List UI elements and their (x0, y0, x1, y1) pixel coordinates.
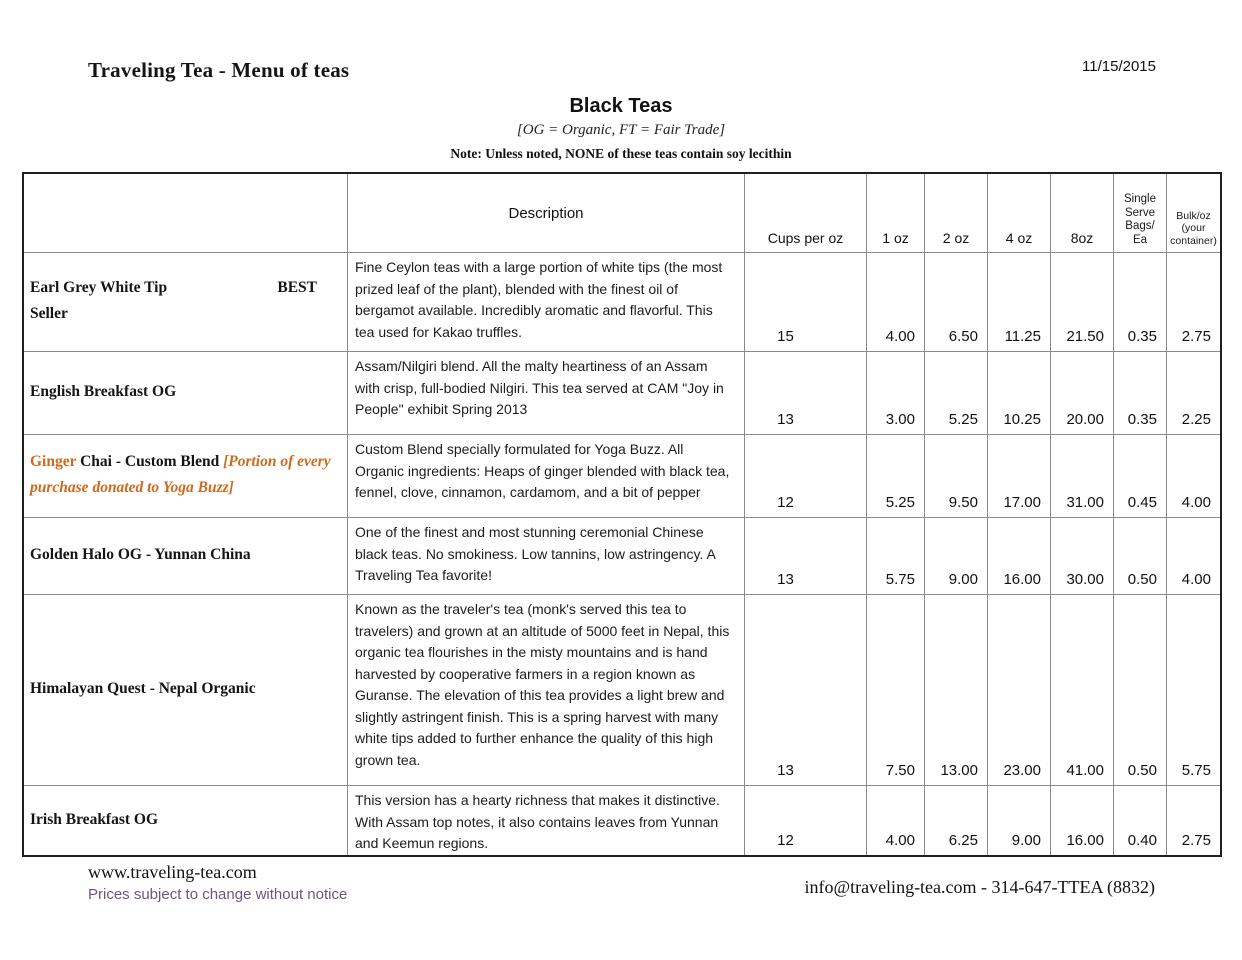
price-2oz: 9.00 (924, 518, 987, 594)
price-8oz: 16.00 (1050, 786, 1113, 855)
document-date: 11/15/2015 (1082, 58, 1156, 75)
price-2oz: 9.50 (924, 435, 987, 517)
header-cups-per-oz: Cups per oz (744, 174, 866, 252)
donation-note: [Portion of every purchase donated to Yo… (30, 453, 331, 496)
price-2oz: 6.25 (924, 786, 987, 855)
tea-description: This version has a hearty richness that … (347, 786, 744, 855)
price-1oz: 3.00 (866, 352, 924, 434)
price-bulk-oz: 2.25 (1166, 352, 1220, 434)
tea-description: Assam/Nilgiri blend. All the malty heart… (347, 352, 744, 434)
tea-name-english-breakfast: English Breakfast OG (24, 352, 347, 434)
tea-name-golden-halo: Golden Halo OG - Yunnan China (24, 518, 347, 594)
price-2oz: 5.25 (924, 352, 987, 434)
price-single-serve: 0.35 (1113, 253, 1166, 351)
price-single-serve: 0.50 (1113, 595, 1166, 785)
tea-name-line: Earl Grey White Tip BEST (30, 275, 337, 301)
header-bags-line: Single (1124, 193, 1156, 205)
header-bulk-line: container) (1170, 234, 1217, 247)
price-bulk-oz: 4.00 (1166, 518, 1220, 594)
tea-description: Known as the traveler's tea (monk's serv… (347, 595, 744, 785)
price-4oz: 9.00 (987, 786, 1050, 855)
tea-name-himalayan-quest: Himalayan Quest - Nepal Organic (24, 595, 347, 785)
tea-name-rest: Chai - Custom Blend (80, 453, 220, 470)
best-seller-badge: BEST (277, 279, 317, 296)
header-bags-line: Ea (1132, 233, 1148, 246)
table-row: Irish Breakfast OG This version has a he… (24, 785, 1220, 855)
footer-left-block: www.traveling-tea.com Prices subject to … (88, 862, 347, 903)
tea-name-text: Irish Breakfast OG (30, 810, 159, 828)
price-4oz: 17.00 (987, 435, 1050, 517)
price-8oz: 21.50 (1050, 253, 1113, 351)
price-4oz: 16.00 (987, 518, 1050, 594)
price-single-serve: 0.35 (1113, 352, 1166, 434)
tea-name-text: English Breakfast OG (30, 383, 177, 400)
header-bulk-oz: Bulk/oz (your container) (1166, 174, 1220, 252)
header-single-serve-bags: Single Serve Bags/ Ea (1113, 174, 1166, 252)
price-1oz: 5.75 (866, 518, 924, 594)
price-4oz: 23.00 (987, 595, 1050, 785)
note-text: Note: Unless noted, NONE of these teas c… (450, 146, 792, 161)
header-description: Description (347, 174, 744, 252)
cups-per-oz-value: 13 (744, 595, 866, 785)
price-2oz: 6.50 (924, 253, 987, 351)
price-4oz: 10.25 (987, 352, 1050, 434)
table-row: Earl Grey White Tip BEST Seller Fine Cey… (24, 252, 1220, 351)
tea-name-text: Ginger Chai - Custom Blend [Portion of e… (30, 449, 337, 501)
table-row: Golden Halo OG - Yunnan China One of the… (24, 517, 1220, 594)
tea-description: Fine Ceylon teas with a large portion of… (347, 253, 744, 351)
price-8oz: 30.00 (1050, 518, 1113, 594)
page-title: Traveling Tea - Menu of teas (88, 58, 350, 82)
header-name-blank (24, 174, 347, 252)
price-8oz: 20.00 (1050, 352, 1113, 434)
tea-name-ginger-chai: Ginger Chai - Custom Blend [Portion of e… (24, 435, 347, 517)
table-row: English Breakfast OG Assam/Nilgiri blend… (24, 351, 1220, 434)
price-8oz: 31.00 (1050, 435, 1113, 517)
cups-per-oz-value: 12 (744, 435, 866, 517)
tea-name-irish-breakfast: Irish Breakfast OG (24, 786, 347, 855)
cups-per-oz-value: 13 (744, 352, 866, 434)
tea-name-accent: Ginger (30, 453, 77, 470)
section-title: Black Teas (569, 95, 673, 117)
tea-menu-table: Description Cups per oz 1 oz 2 oz 4 oz 8… (22, 172, 1222, 857)
cups-per-oz-value: 13 (744, 518, 866, 594)
cups-per-oz-value: 12 (744, 786, 866, 855)
header-2oz: 2 oz (924, 174, 987, 252)
contact-info: info@traveling-tea.com - 314-647-TTEA (8… (804, 877, 1155, 897)
header-1oz: 1 oz (866, 174, 924, 252)
header-bulk-line: Bulk/oz (1176, 209, 1211, 222)
website-url: www.traveling-tea.com (88, 862, 257, 882)
tea-description: One of the finest and most stunning cere… (347, 518, 744, 594)
cups-per-oz-value: 15 (744, 253, 866, 351)
tea-name-text: Earl Grey White Tip (30, 279, 168, 296)
header-4oz: 4 oz (987, 174, 1050, 252)
header-bulk-line: (your (1181, 222, 1206, 234)
price-bulk-oz: 5.75 (1166, 595, 1220, 785)
price-1oz: 4.00 (866, 253, 924, 351)
table-row: Ginger Chai - Custom Blend [Portion of e… (24, 434, 1220, 517)
price-single-serve: 0.45 (1113, 435, 1166, 517)
price-bulk-oz: 4.00 (1166, 435, 1220, 517)
header-bags-line: Serve (1124, 206, 1156, 219)
price-8oz: 41.00 (1050, 595, 1113, 785)
tea-description: Custom Blend specially formulated for Yo… (347, 435, 744, 517)
price-disclaimer: Prices subject to change without notice (88, 886, 348, 903)
price-2oz: 13.00 (924, 595, 987, 785)
price-bulk-oz: 2.75 (1166, 786, 1220, 855)
tea-name-text: Golden Halo OG - Yunnan China (30, 546, 251, 563)
price-1oz: 5.25 (866, 435, 924, 517)
legend-text: [OG = Organic, FT = Fair Trade] (516, 122, 726, 138)
tea-name-text: Himalayan Quest - Nepal Organic (30, 680, 256, 697)
best-seller-badge: Seller (30, 305, 68, 322)
price-bulk-oz: 2.75 (1166, 253, 1220, 351)
price-single-serve: 0.40 (1113, 786, 1166, 855)
price-1oz: 7.50 (866, 595, 924, 785)
header-8oz: 8oz (1050, 174, 1113, 252)
price-1oz: 4.00 (866, 786, 924, 855)
header-bags-line: Bags/ (1125, 220, 1155, 232)
table-header-row: Description Cups per oz 1 oz 2 oz 4 oz 8… (24, 174, 1220, 252)
tea-name-earl-grey: Earl Grey White Tip BEST Seller (24, 253, 347, 351)
price-4oz: 11.25 (987, 253, 1050, 351)
price-single-serve: 0.50 (1113, 518, 1166, 594)
table-row: Himalayan Quest - Nepal Organic Known as… (24, 594, 1220, 785)
